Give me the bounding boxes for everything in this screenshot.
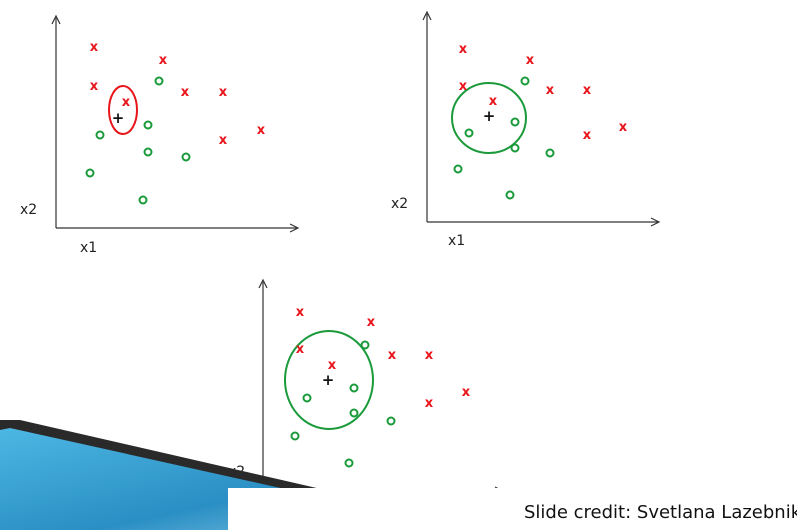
- class-o-point: [302, 393, 312, 403]
- class-x-point: x: [180, 84, 190, 100]
- y-axis-label-k1: x2: [20, 202, 38, 218]
- class-o-point: [181, 152, 191, 162]
- class-o-point: [344, 458, 354, 468]
- class-x-point: x: [387, 347, 397, 363]
- class-x-point: x: [458, 41, 468, 57]
- class-x-point: x: [424, 347, 434, 363]
- class-o-point: [95, 130, 105, 140]
- class-o-point: [520, 76, 530, 86]
- x-axis-label-k3: x1: [448, 233, 466, 249]
- class-x-point: x: [327, 357, 337, 373]
- class-x-point: x: [424, 395, 434, 411]
- slide-ribbon-decoration: [0, 420, 520, 530]
- y-axis-label-k3: x2: [391, 196, 409, 212]
- class-o-point: [143, 147, 153, 157]
- class-x-point: x: [295, 304, 305, 320]
- query-point-plus-icon: +: [321, 370, 335, 389]
- neighborhood-circle-k1: [108, 85, 138, 135]
- class-o-point: [138, 195, 148, 205]
- class-x-point: x: [366, 314, 376, 330]
- slide-credit: Slide credit: Svetlana Lazebnik: [524, 502, 797, 523]
- class-o-point: [453, 164, 463, 174]
- class-x-point: x: [488, 93, 498, 109]
- neighborhood-circle-k3: [451, 82, 527, 154]
- class-o-point: [386, 416, 396, 426]
- class-x-point: x: [158, 52, 168, 68]
- class-x-point: x: [461, 384, 471, 400]
- query-point-plus-icon: +: [111, 108, 125, 127]
- plot-axes-k3: [422, 10, 661, 227]
- class-x-point: x: [256, 122, 266, 138]
- plot-axes-k1: [51, 14, 300, 233]
- class-o-point: [349, 383, 359, 393]
- class-o-point: [510, 143, 520, 153]
- class-x-point: x: [218, 132, 228, 148]
- class-o-point: [154, 76, 164, 86]
- class-x-point: x: [218, 84, 228, 100]
- class-x-point: x: [618, 119, 628, 135]
- class-o-point: [349, 408, 359, 418]
- class-o-point: [510, 117, 520, 127]
- class-x-point: x: [121, 94, 131, 110]
- class-o-point: [85, 168, 95, 178]
- class-o-point: [290, 431, 300, 441]
- knn-plot-k1: x2 x1: [0, 0, 330, 260]
- class-x-point: x: [89, 39, 99, 55]
- class-o-point: [464, 128, 474, 138]
- x-axis-label-k1: x1: [80, 240, 98, 256]
- class-x-point: x: [582, 127, 592, 143]
- neighborhood-circle-k5: [284, 330, 374, 430]
- knn-plot-k3: x2 x1: [0, 0, 670, 260]
- class-o-point: [545, 148, 555, 158]
- class-x-point: x: [525, 52, 535, 68]
- class-x-point: x: [582, 82, 592, 98]
- class-o-point: [505, 190, 515, 200]
- class-x-point: x: [458, 78, 468, 94]
- class-o-point: [360, 340, 370, 350]
- class-x-point: x: [545, 82, 555, 98]
- class-o-point: [143, 120, 153, 130]
- class-x-point: x: [89, 78, 99, 94]
- class-x-point: x: [295, 341, 305, 357]
- query-point-plus-icon: +: [482, 106, 496, 125]
